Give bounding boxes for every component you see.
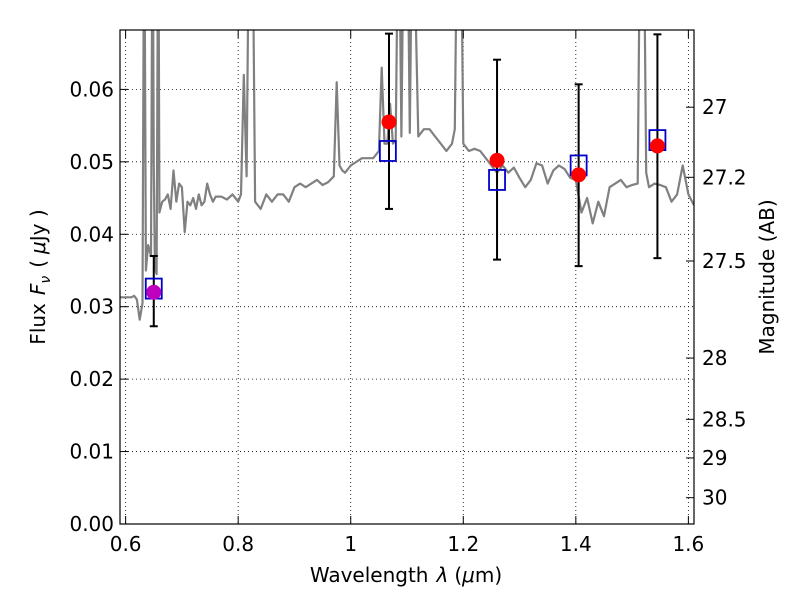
y2-tick-label: 27 <box>702 95 727 119</box>
y-tick-label: 0.01 <box>69 440 114 464</box>
x-tick-label: 1.2 <box>447 532 479 556</box>
x-tick-label: 1.4 <box>560 532 592 556</box>
x-axis-label: Wavelength λ (μm) <box>310 563 502 587</box>
x-tick-label: 1 <box>344 532 357 556</box>
y2-tick-label: 28.5 <box>702 407 747 431</box>
y2-tick-label: 28 <box>702 346 727 370</box>
model-photometry-box <box>488 169 506 191</box>
y2-tick-label: 30 <box>702 486 727 510</box>
observed-point <box>489 152 505 168</box>
observed-point <box>571 167 587 183</box>
y-tick-label: 0.00 <box>69 512 114 536</box>
observed-point <box>649 138 665 154</box>
y2-axis-label: Magnitude (AB) <box>755 199 779 354</box>
observed-point <box>381 114 397 130</box>
axis-ticks: 0.6 0.8 1 1.2 1.4 1.6 0.00 0.01 0.02 0.03 0.04 0.05… <box>69 30 747 556</box>
y-tick-label: 0.06 <box>69 77 114 101</box>
y2-tick-label: 29 <box>702 446 727 470</box>
y-tick-label: 0.04 <box>69 222 114 246</box>
y-tick-label: 0.05 <box>69 150 114 174</box>
observed-point <box>146 284 162 300</box>
x-tick-label: 1.6 <box>672 532 704 556</box>
y2-tick-label: 27.2 <box>702 165 747 189</box>
y-tick-label: 0.02 <box>69 367 114 391</box>
y2-tick-label: 27.5 <box>702 249 747 273</box>
y-axis-label: FluxFν(μJy ) <box>26 209 54 344</box>
plot-frame <box>119 29 695 525</box>
observed-points <box>146 114 665 300</box>
x-tick-label: 0.8 <box>222 532 254 556</box>
x-tick-label: 0.6 <box>110 532 142 556</box>
model-spectrum-line <box>120 30 694 321</box>
y-tick-label: 0.03 <box>69 295 114 319</box>
plot-background <box>120 30 694 524</box>
model-photometry-box <box>378 140 397 162</box>
